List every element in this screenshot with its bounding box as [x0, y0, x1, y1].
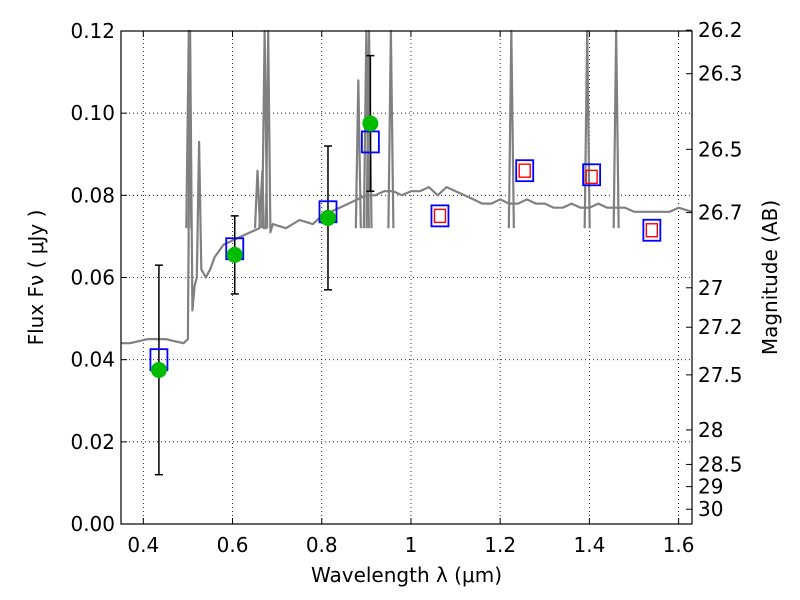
points-layer	[149, 54, 662, 476]
model-band-flux-square	[515, 159, 535, 183]
model-band-flux-square	[642, 218, 662, 242]
y-tick-label-left: 0.06	[70, 266, 115, 290]
y-tick-label-left: 0.12	[70, 19, 115, 43]
x-tick-label: 1.4	[573, 533, 605, 557]
ticks-layer: 0.4 0.6 0.8 1 1.2 1.4 1.6 0.00 0.02 0.04 0.06 0.08 0…	[70, 18, 742, 557]
emission-line-peak	[507, 29, 515, 229]
y-axis-title-right: Magnitude (AB)	[758, 200, 782, 355]
emission-line-peak	[253, 169, 262, 229]
model-spectrum-line	[121, 29, 693, 345]
observed-flux-point	[362, 115, 379, 132]
emission-line-peak	[354, 79, 362, 229]
predicted-flux-square	[518, 163, 531, 178]
emission-line-peak	[583, 29, 591, 229]
observed-flux-point	[226, 246, 243, 263]
predicted-flux-square	[585, 169, 598, 185]
predicted-flux-square	[433, 208, 447, 224]
model-band-flux-square	[582, 163, 602, 187]
y-tick-label-right: 30	[698, 497, 723, 521]
emission-line-peak	[612, 29, 620, 229]
emission-line-peak	[261, 29, 269, 229]
y-tick-label-left: 0.10	[70, 101, 115, 125]
model-band-flux-square	[430, 204, 450, 228]
y-tick-label-right: 26.7	[698, 201, 743, 225]
observed-flux-point	[319, 209, 336, 226]
y-tick-label-right: 28.5	[698, 452, 743, 476]
x-tick-label: 0.8	[306, 533, 338, 557]
y-tick-label-left: 0.02	[70, 430, 115, 454]
y-axis-title-left: Flux Fν ( μJy )	[24, 210, 48, 346]
y-tick-label-right: 27.2	[698, 315, 743, 339]
predicted-flux-square	[645, 223, 659, 238]
spectrum-layer	[121, 29, 693, 345]
emission-line-peak	[387, 29, 395, 229]
x-tick-label: 1.2	[484, 533, 516, 557]
y-tick-label-right: 27.5	[698, 363, 743, 387]
y-tick-label-left: 0.04	[70, 348, 115, 372]
x-axis-title: Wavelength λ (μm)	[311, 563, 502, 587]
y-tick-label-right: 29	[698, 475, 723, 499]
x-tick-label: 1	[405, 533, 418, 557]
y-tick-label-left: 0.00	[70, 512, 115, 536]
y-tick-label-right: 26.5	[698, 137, 743, 161]
x-tick-label: 0.4	[127, 533, 159, 557]
x-tick-label: 0.6	[217, 533, 249, 557]
y-tick-label-right: 26.2	[698, 18, 743, 42]
y-tick-label-right: 26.3	[698, 62, 743, 86]
y-tick-label-left: 0.08	[70, 183, 115, 207]
y-tick-label-right: 27	[698, 276, 723, 300]
observed-flux-point	[150, 361, 167, 378]
y-tick-label-right: 28	[698, 418, 723, 442]
x-tick-label: 1.6	[663, 533, 695, 557]
